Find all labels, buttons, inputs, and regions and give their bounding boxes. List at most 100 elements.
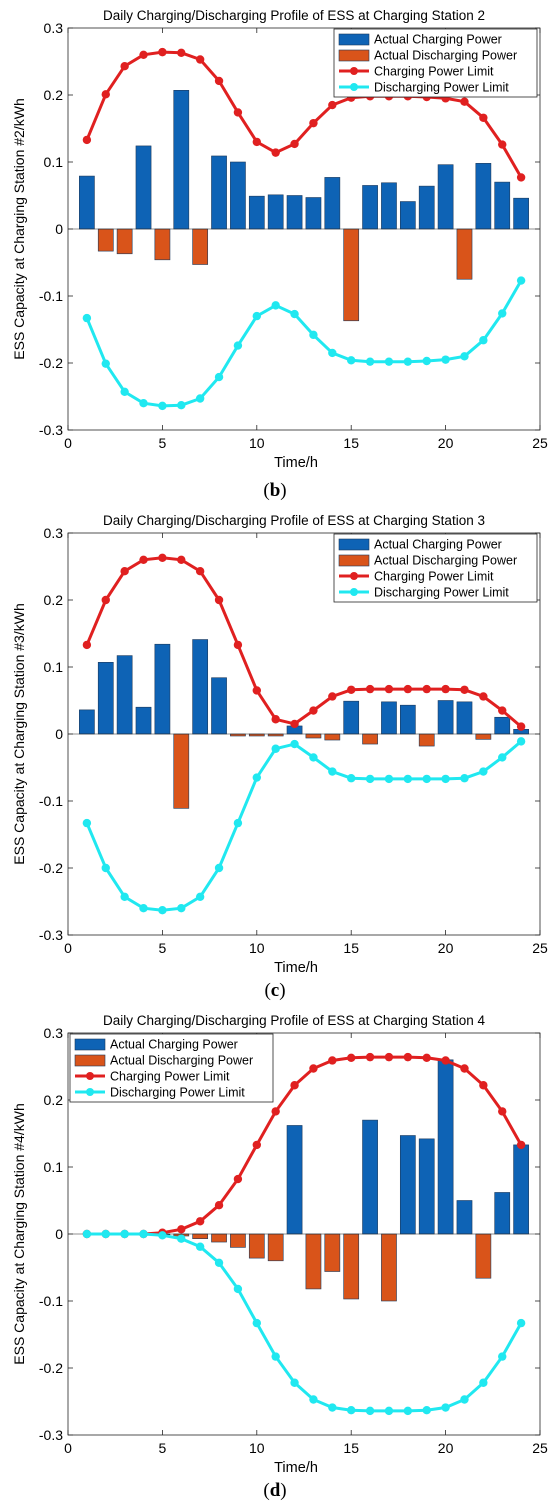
charging-limit-point	[233, 108, 243, 117]
charging-limit-point	[120, 566, 129, 576]
charging-limit-point	[498, 706, 507, 715]
chart-panel-d: Daily Charging/Discharging Profile of ES…	[0, 1005, 550, 1508]
charging-limit-point	[365, 684, 375, 694]
discharging-limit-point	[365, 774, 375, 784]
charging-bar	[399, 201, 416, 230]
charging-limit-point	[177, 48, 186, 57]
discharging-limit-point	[365, 357, 375, 366]
charging-bar	[135, 145, 152, 230]
discharging-limit-line	[85, 740, 523, 912]
legend-marker	[350, 83, 358, 91]
charging-limit-point	[195, 55, 205, 64]
discharging-limit-point	[441, 355, 450, 364]
charging-bar	[79, 175, 95, 230]
charging-limit-point	[460, 97, 469, 106]
legend-swatch	[338, 49, 370, 62]
legend-entry: Charging Power Limit	[110, 1070, 230, 1084]
legend-entry: Discharging Power Limit	[374, 81, 509, 95]
discharging-limit-point	[139, 904, 148, 913]
charging-bar	[211, 677, 227, 735]
charging-limit-point	[252, 1140, 261, 1150]
y-tick-label: -0.2	[39, 860, 63, 876]
y-tick-label: -0.2	[39, 355, 63, 371]
x-tick-label: 20	[438, 940, 454, 956]
charging-limit-point	[82, 135, 92, 145]
legend-entry: Actual Charging Power	[374, 33, 502, 47]
charging-bar	[173, 90, 190, 230]
charging-bar	[267, 194, 284, 230]
legend: Actual Charging Power Actual Discharging …	[333, 28, 538, 98]
discharging-limit-point	[82, 818, 92, 828]
discharging-bar	[154, 228, 171, 261]
discharging-bar	[116, 228, 133, 255]
discharging-limit-point	[120, 892, 129, 902]
legend-entry: Charging Power Limit	[374, 65, 494, 79]
legend-entry: Actual Discharging Power	[374, 554, 517, 568]
discharging-limit-point	[214, 372, 224, 382]
charging-bar	[513, 197, 529, 230]
charging-limit-point	[460, 1064, 469, 1073]
charging-bar	[343, 700, 360, 735]
discharging-limit-point	[177, 904, 186, 913]
charging-bar	[494, 716, 511, 735]
charging-bar	[437, 164, 454, 230]
x-tick-label: 0	[64, 940, 72, 956]
discharging-limit-point	[195, 1242, 205, 1251]
charging-limit-point	[516, 173, 526, 182]
chart-panel-b: Daily Charging/Discharging Profile of ES…	[0, 0, 550, 505]
discharging-limit-point	[139, 399, 148, 408]
discharging-limit-point	[328, 767, 337, 776]
discharging-limit-point	[290, 309, 299, 319]
discharging-limit-point	[82, 1229, 92, 1239]
y-tick-label: -0.1	[39, 288, 63, 304]
discharging-limit-point	[460, 774, 469, 783]
y-tick-label: -0.2	[39, 1360, 63, 1376]
charging-limit-point	[365, 1052, 375, 1062]
charging-bar	[456, 701, 473, 735]
discharging-limit-point	[290, 739, 299, 749]
charging-bar	[437, 1059, 454, 1235]
charging-bar	[135, 706, 152, 735]
charging-limit-point	[271, 148, 280, 157]
x-tick-label: 10	[249, 940, 265, 956]
discharging-bar	[230, 733, 246, 737]
discharging-limit-point	[498, 753, 507, 762]
discharging-limit-point	[101, 863, 110, 873]
legend-marker	[86, 1072, 94, 1080]
discharging-limit-point	[139, 1229, 148, 1239]
discharging-limit-point	[101, 359, 110, 368]
charging-bar	[418, 185, 435, 230]
discharging-limit-point	[233, 1284, 243, 1294]
discharging-bar	[192, 1233, 209, 1239]
discharging-limit-point	[328, 1403, 337, 1412]
y-tick-label: 0.1	[44, 659, 64, 675]
charging-limit-point	[158, 47, 167, 57]
discharging-bar	[305, 733, 322, 739]
y-tick-label: -0.1	[39, 793, 63, 809]
charging-limit-point	[120, 61, 129, 71]
charging-limit-point	[384, 684, 394, 694]
x-tick-label: 15	[343, 940, 359, 956]
charging-limit-point	[252, 686, 261, 695]
discharging-limit-point	[384, 357, 394, 366]
x-axis-label: Time/h	[274, 960, 318, 975]
charging-bar	[362, 185, 378, 230]
discharging-limit-point	[252, 1318, 261, 1328]
x-tick-label: 5	[159, 435, 167, 451]
discharging-bar	[248, 733, 265, 737]
discharging-bar	[418, 733, 435, 747]
discharging-limit-point	[384, 774, 394, 784]
discharging-bar	[173, 733, 190, 809]
discharging-bar	[362, 733, 378, 745]
discharging-limit-point	[516, 276, 526, 285]
y-tick-label: 0.1	[44, 154, 64, 170]
discharging-limit-point	[158, 906, 167, 915]
chart-title: Daily Charging/Discharging Profile of ES…	[103, 513, 485, 528]
charging-bar	[418, 1138, 435, 1235]
discharging-limit-point	[460, 352, 469, 361]
y-tick-label: 0	[55, 726, 63, 742]
discharging-bar	[305, 1233, 322, 1290]
discharging-limit-point	[498, 309, 507, 318]
discharging-limit-line	[86, 1232, 523, 1413]
discharging-bar	[267, 1233, 284, 1262]
